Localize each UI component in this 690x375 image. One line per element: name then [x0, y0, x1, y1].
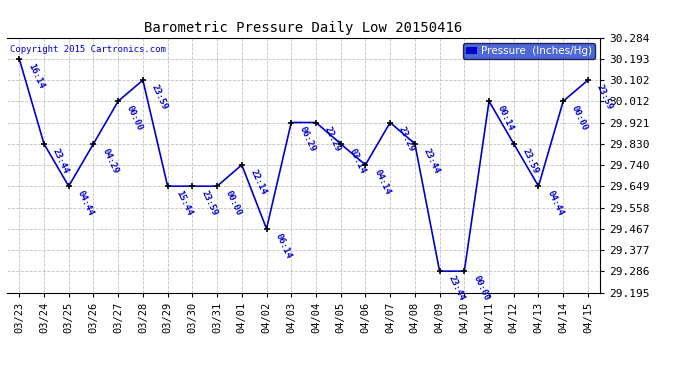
- Text: 23:59: 23:59: [199, 189, 219, 217]
- Text: 04:14: 04:14: [373, 168, 392, 196]
- Text: Copyright 2015 Cartronics.com: Copyright 2015 Cartronics.com: [10, 45, 166, 54]
- Text: 23:44: 23:44: [422, 147, 442, 175]
- Text: 00:00: 00:00: [570, 104, 590, 132]
- Text: 23:59: 23:59: [595, 83, 614, 111]
- Text: 06:29: 06:29: [298, 125, 317, 153]
- Text: 06:14: 06:14: [273, 232, 293, 260]
- Title: Barometric Pressure Daily Low 20150416: Barometric Pressure Daily Low 20150416: [144, 21, 463, 35]
- Text: 23:59: 23:59: [150, 83, 169, 111]
- Text: 22:14: 22:14: [248, 168, 268, 196]
- Text: 23:29: 23:29: [397, 125, 417, 153]
- Text: 23:44: 23:44: [51, 147, 70, 175]
- Text: 04:44: 04:44: [545, 189, 565, 217]
- Text: 03:14: 03:14: [348, 147, 367, 175]
- Text: 15:44: 15:44: [175, 189, 194, 217]
- Legend: Pressure  (Inches/Hg): Pressure (Inches/Hg): [463, 43, 595, 59]
- Text: 04:29: 04:29: [100, 147, 120, 175]
- Text: 00:00: 00:00: [224, 189, 244, 217]
- Text: 00:00: 00:00: [125, 104, 145, 132]
- Text: 04:44: 04:44: [76, 189, 95, 217]
- Text: 16:14: 16:14: [26, 62, 46, 90]
- Text: 00:00: 00:00: [471, 274, 491, 302]
- Text: 00:14: 00:14: [496, 104, 515, 132]
- Text: 22:29: 22:29: [323, 125, 342, 153]
- Text: 23:59: 23:59: [521, 147, 540, 175]
- Text: 23:44: 23:44: [446, 274, 466, 302]
